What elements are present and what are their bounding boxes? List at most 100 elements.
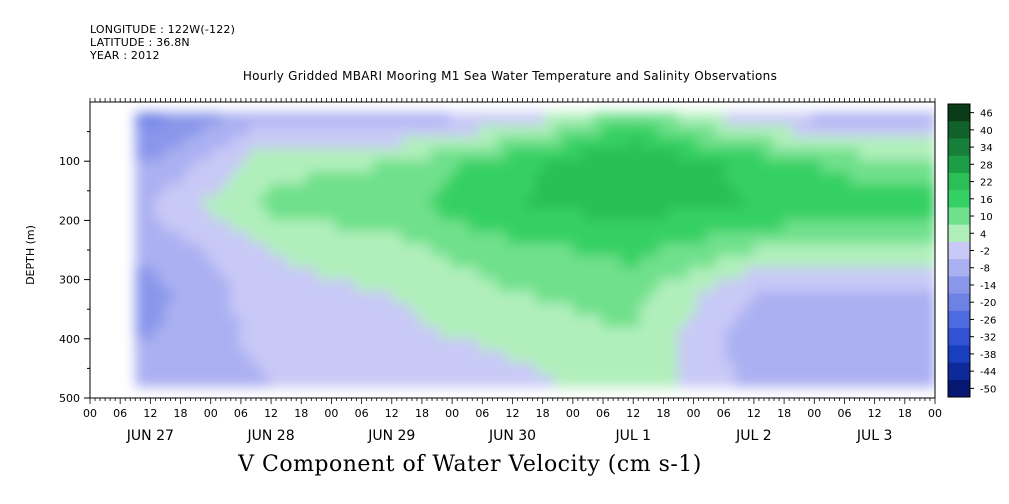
colorbar-swatch [948, 259, 970, 277]
heatmap-cell [877, 338, 889, 352]
heatmap-cell [420, 112, 432, 126]
heatmap-cell [792, 219, 803, 233]
heatmap-cell [754, 279, 765, 293]
heatmap-cell [735, 124, 746, 138]
heatmap-cell [182, 314, 194, 328]
heatmap-cell [344, 243, 356, 257]
heatmap-cell [830, 195, 841, 209]
heatmap-cell [563, 219, 575, 233]
heatmap-cell [830, 184, 841, 197]
heatmap-cell [915, 326, 927, 340]
heatmap-cell [887, 350, 898, 364]
heatmap-cell [144, 243, 156, 257]
heatmap-cell [144, 231, 156, 245]
heatmap-cell [887, 124, 898, 138]
heatmap-cell [306, 160, 318, 174]
heatmap-cell [392, 219, 403, 233]
heatmap-cell [401, 124, 413, 138]
heatmap-cell [839, 243, 851, 257]
heatmap-cell [239, 255, 251, 269]
heatmap-cell [544, 326, 556, 340]
x-hour-label: 18 [174, 407, 188, 420]
heatmap-cell [525, 326, 537, 340]
heatmap-cell [487, 148, 499, 162]
heatmap-cell [373, 267, 384, 281]
heatmap-cell [192, 195, 203, 209]
heatmap-cell [382, 172, 394, 186]
heatmap-cell [744, 184, 756, 197]
heatmap-cell [773, 326, 784, 340]
colorbar-swatch [948, 190, 970, 208]
heatmap-cell [278, 255, 289, 269]
heatmap-cell [287, 243, 299, 257]
heatmap-cell [687, 136, 698, 150]
heatmap-cell [915, 338, 927, 352]
heatmap-cell [211, 374, 222, 388]
heatmap-cell [877, 314, 889, 328]
heatmap-cell [696, 195, 708, 209]
heatmap-cell [649, 184, 660, 197]
heatmap-cell [811, 338, 822, 352]
heatmap-cell [306, 172, 318, 186]
heatmap-cell [268, 314, 280, 328]
heatmap-cell [401, 112, 413, 126]
heatmap-cell [449, 124, 460, 138]
heatmap-cell [449, 291, 460, 304]
heatmap-cell [716, 184, 727, 197]
heatmap-cell [497, 374, 508, 388]
heatmap-cell [811, 314, 822, 328]
heatmap-cell [487, 350, 499, 364]
heatmap-cell [868, 267, 879, 281]
heatmap-cell [449, 350, 460, 364]
heatmap-cell [858, 207, 870, 221]
heatmap-cell [439, 112, 451, 126]
heatmap-cell [354, 243, 365, 257]
heatmap-cell [735, 207, 746, 221]
heatmap-cell [639, 207, 651, 221]
heatmap-cell [573, 314, 584, 328]
heatmap-cell [163, 112, 175, 126]
heatmap-cell [297, 231, 308, 245]
heatmap-cell [754, 219, 765, 233]
heatmap-cell [915, 374, 927, 388]
heatmap-cell [658, 207, 670, 221]
heatmap-cell [849, 231, 860, 245]
heatmap-cell [535, 219, 546, 233]
heatmap-cell [230, 219, 241, 233]
heatmap-cell [725, 338, 737, 352]
colorbar-swatch [948, 155, 970, 174]
heatmap-cell [173, 326, 184, 340]
heatmap-cell [735, 350, 746, 364]
heatmap-cell [925, 231, 935, 245]
heatmap-cell [211, 362, 222, 376]
heatmap-cell [725, 291, 737, 304]
heatmap-cell [554, 267, 565, 281]
heatmap-cell [687, 267, 698, 281]
heatmap-cell [687, 231, 698, 245]
heatmap-cell [858, 124, 870, 138]
heatmap-cell [849, 172, 860, 186]
heatmap-cell [497, 136, 508, 150]
heatmap-cell [677, 219, 689, 233]
heatmap-cell [725, 279, 737, 293]
heatmap-cell [211, 172, 222, 186]
heatmap-cell [144, 291, 156, 304]
heatmap-cell [620, 184, 632, 197]
heatmap-cell [639, 362, 651, 376]
heatmap-cell [173, 243, 184, 257]
heatmap-cell [839, 124, 851, 138]
heatmap-cell [439, 326, 451, 340]
heatmap-cell [849, 219, 860, 233]
heatmap-cell [906, 243, 917, 257]
heatmap-cell [582, 124, 594, 138]
heatmap-cell [268, 374, 280, 388]
heatmap-cell [696, 326, 708, 340]
heatmap-cell [392, 302, 403, 316]
heatmap-cell [811, 302, 822, 316]
heatmap-cell [458, 314, 470, 328]
heatmap-cell [354, 231, 365, 245]
heatmap-cell [230, 267, 241, 281]
heatmap-cell [325, 207, 337, 221]
heatmap-cell [249, 136, 261, 150]
heatmap-cell [430, 124, 441, 138]
